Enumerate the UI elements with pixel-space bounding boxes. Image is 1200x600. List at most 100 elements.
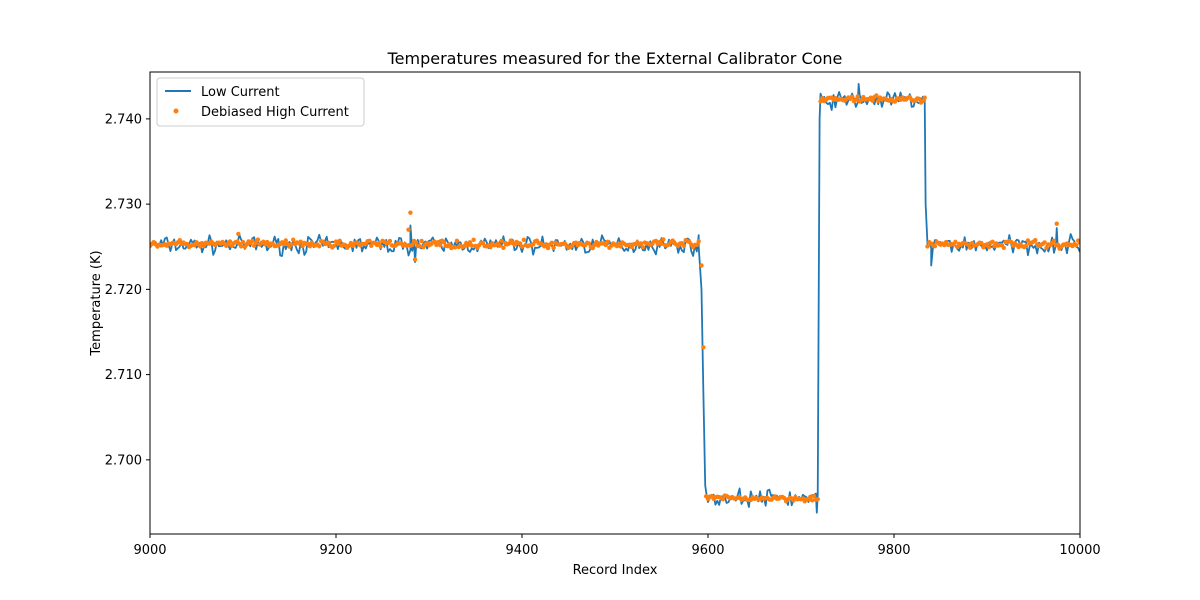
series-points-debiased-high-current — [150, 93, 1080, 504]
axis-ticks: 9000 9200 9400 9600 9800 10000 2.700 2.710 2.720… — [105, 112, 1101, 558]
data-point — [549, 240, 554, 245]
data-point — [467, 240, 473, 245]
data-point — [412, 257, 418, 262]
data-point — [808, 494, 813, 499]
legend-box — [156, 77, 365, 127]
legend-label-debiased-high-current: Debiased High Current — [201, 105, 349, 120]
data-point — [1074, 242, 1079, 248]
data-point — [586, 241, 592, 246]
data-point — [605, 239, 610, 244]
data-point — [1023, 243, 1029, 248]
x-tick-label: 9200 — [319, 543, 352, 558]
data-point — [378, 244, 383, 249]
data-point — [289, 242, 294, 247]
data-point — [387, 238, 393, 244]
data-point — [1008, 239, 1014, 245]
data-point — [855, 94, 860, 99]
data-point — [326, 240, 331, 245]
data-point — [281, 241, 287, 247]
data-point — [916, 96, 922, 102]
x-tick-label: 9600 — [691, 543, 724, 558]
data-point — [406, 227, 411, 232]
data-point — [590, 245, 595, 251]
axes-frame — [149, 71, 1081, 535]
y-tick-label: 2.740 — [105, 112, 142, 127]
data-point — [331, 243, 337, 248]
data-point — [432, 239, 437, 244]
x-tick-label: 9000 — [133, 543, 166, 558]
data-point — [519, 244, 525, 249]
legend-label-low-current: Low Current — [201, 85, 280, 100]
data-point — [441, 239, 447, 245]
data-point — [811, 493, 817, 499]
legend: Low Current Debiased High Current — [156, 77, 365, 127]
data-point — [255, 237, 261, 242]
data-point — [545, 245, 551, 251]
x-tick-label: 9400 — [505, 543, 538, 558]
data-point — [413, 240, 419, 245]
data-point — [640, 245, 646, 250]
data-point — [922, 95, 927, 100]
x-axis-label: Record Index — [573, 563, 658, 578]
data-point — [979, 240, 984, 246]
data-point — [986, 245, 992, 250]
data-point — [291, 237, 296, 242]
data-point — [454, 238, 460, 244]
data-point — [469, 243, 474, 248]
data-point — [809, 498, 815, 503]
data-point — [818, 99, 823, 104]
data-point — [521, 237, 527, 243]
data-point — [694, 242, 700, 248]
y-tick-label: 2.700 — [105, 453, 142, 468]
data-point — [298, 239, 303, 244]
data-point — [236, 231, 241, 237]
data-point — [517, 241, 523, 246]
data-point — [791, 498, 796, 503]
data-point — [1077, 240, 1080, 245]
data-point — [720, 497, 726, 502]
data-point — [1042, 240, 1047, 245]
data-point — [408, 210, 413, 215]
data-point — [874, 93, 879, 98]
x-tick-label: 10000 — [1059, 543, 1100, 558]
data-point — [968, 245, 973, 250]
data-point — [419, 238, 424, 244]
data-point — [953, 239, 958, 245]
data-point — [1051, 238, 1057, 244]
data-point — [661, 237, 666, 242]
data-point — [618, 244, 623, 249]
data-point — [638, 241, 644, 246]
data-point — [410, 242, 415, 247]
data-point — [681, 243, 687, 248]
data-point — [497, 243, 502, 248]
data-point — [594, 239, 599, 245]
data-point — [932, 243, 938, 249]
data-point — [870, 98, 875, 103]
y-axis-label: Temperature (K) — [89, 250, 104, 356]
data-point — [875, 98, 881, 104]
data-point — [920, 98, 926, 104]
data-point — [367, 238, 372, 243]
data-point — [317, 243, 322, 249]
data-point — [337, 238, 342, 244]
y-tick-label: 2.720 — [105, 283, 142, 298]
data-point — [227, 239, 233, 244]
data-point — [250, 238, 255, 244]
data-point — [701, 345, 706, 350]
data-point — [264, 239, 270, 245]
plot-area — [150, 83, 1080, 514]
data-point — [925, 244, 930, 249]
data-point — [1054, 221, 1059, 226]
data-point — [238, 244, 244, 249]
legend-marker-debiased-high-current — [173, 108, 179, 114]
data-point — [501, 245, 506, 251]
data-point — [699, 263, 704, 268]
y-tick-label: 2.730 — [105, 198, 142, 213]
data-point — [1033, 238, 1038, 243]
x-tick-label: 9800 — [877, 543, 910, 558]
y-tick-label: 2.710 — [105, 368, 142, 383]
data-point — [437, 242, 443, 248]
data-point — [240, 239, 246, 245]
chart-title: Temperatures measured for the External C… — [387, 49, 843, 68]
